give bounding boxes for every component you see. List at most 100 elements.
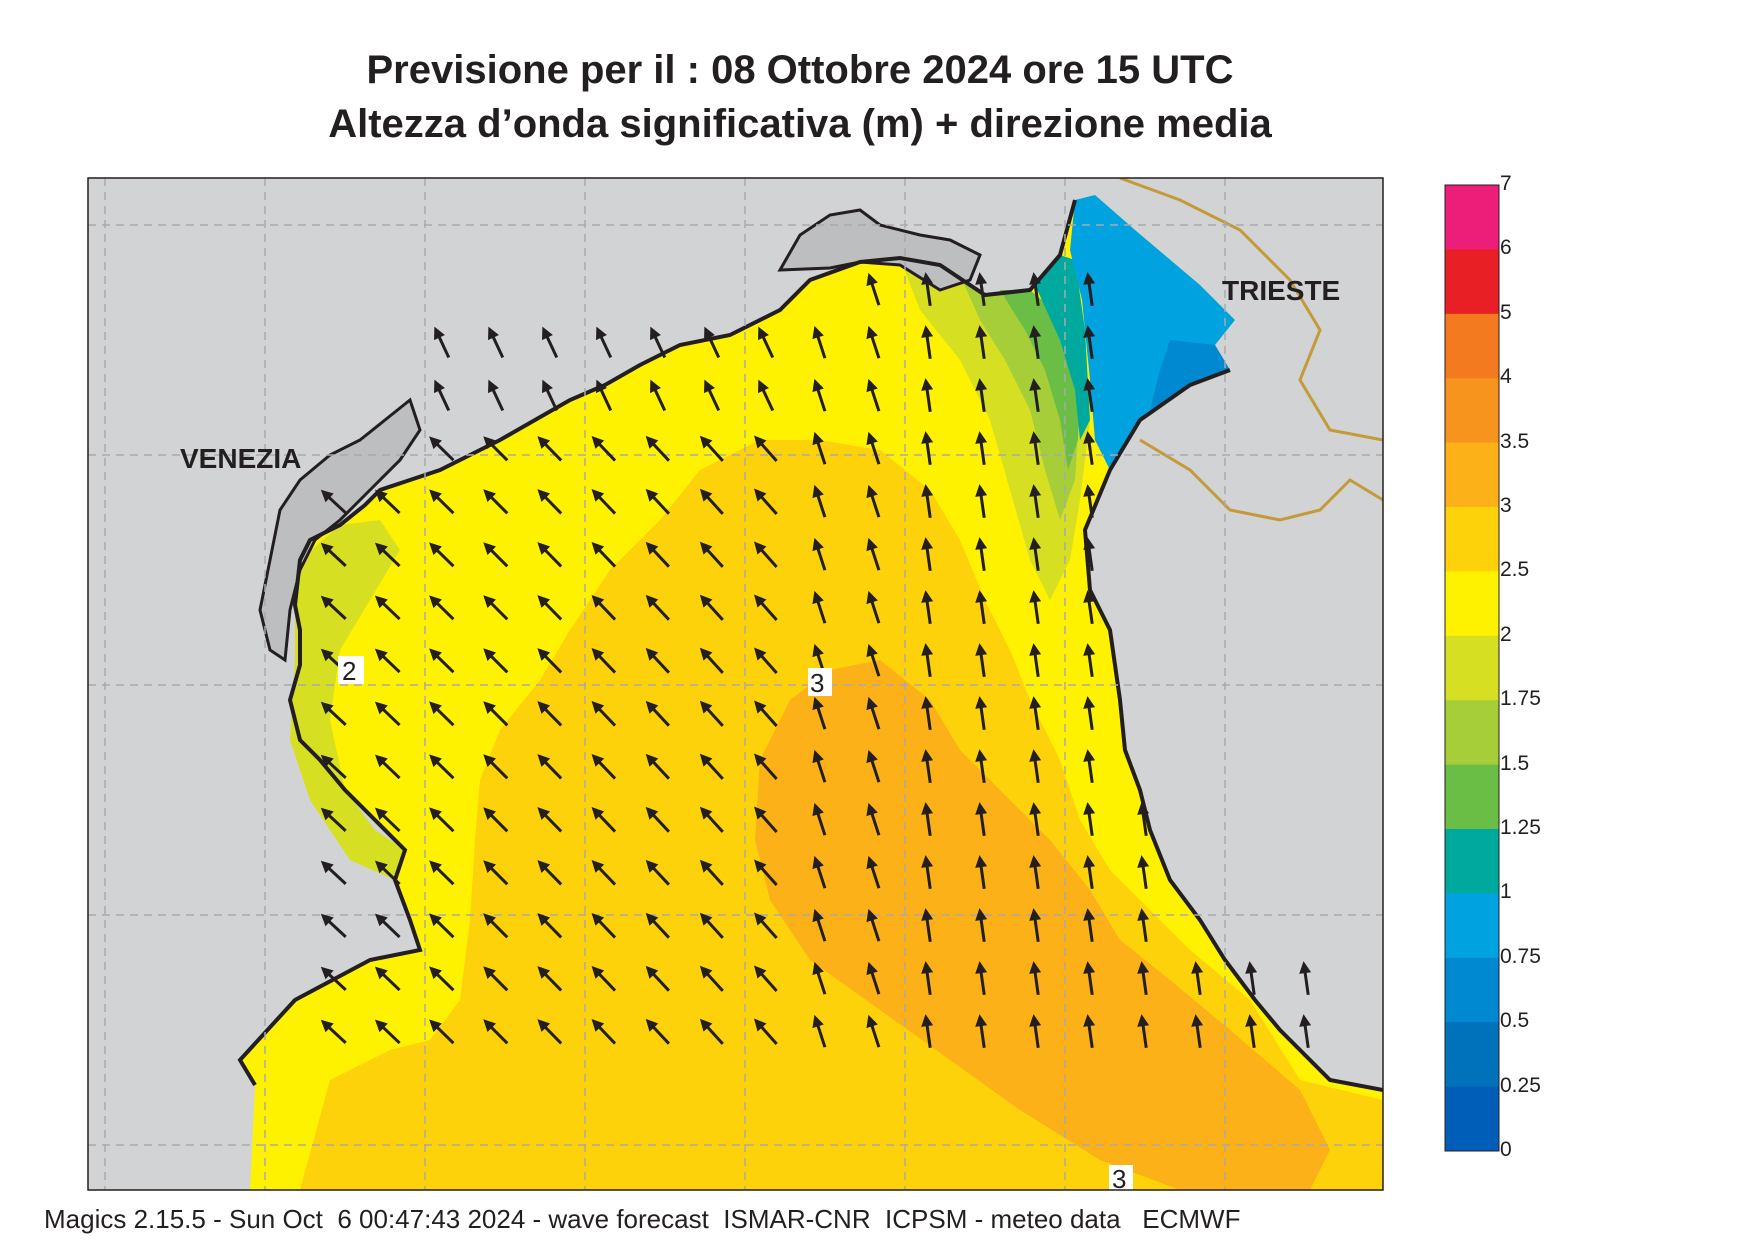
wave-arrow (374, 754, 401, 780)
wave-arrow (537, 542, 563, 568)
map-frame (87, 177, 1384, 1191)
wave-arrow (1083, 484, 1096, 519)
wave-arrow (975, 272, 988, 307)
wave-arrow (975, 855, 988, 890)
wave-arrow (921, 961, 934, 996)
wave-arrow (537, 807, 563, 833)
wave-arrow (537, 648, 563, 674)
wave-arrow (1137, 802, 1150, 837)
wave-arrow (754, 647, 778, 674)
wave-arrow (1029, 961, 1042, 996)
wave-arrow (866, 431, 881, 465)
wave-arrow (866, 961, 881, 995)
wave-arrow (1083, 643, 1096, 678)
wave-arrow (645, 965, 671, 992)
wave-arrow (921, 749, 934, 784)
wave-arrow (591, 965, 617, 992)
legend-swatch (1445, 507, 1499, 572)
wave-arrow (645, 753, 671, 780)
wave-arrow (537, 754, 563, 780)
legend-swatch (1445, 1086, 1499, 1152)
wave-arrow (1083, 749, 1096, 784)
national-border (1119, 178, 1383, 522)
title-line-2: Altezza d’onda significativa (m) + direz… (328, 102, 1272, 146)
wave-arrow (1083, 855, 1096, 890)
wave-zone-3-5 (755, 660, 1330, 1190)
title-line-1: Previsione per il : 08 Ottobre 2024 ore … (366, 48, 1234, 92)
legend-label: 0.75 (1500, 944, 1541, 968)
wave-arrow (812, 802, 827, 836)
wave-arrow (429, 542, 455, 568)
wave-arrow (434, 326, 451, 359)
wave-arrow (812, 855, 827, 889)
wave-arrow (1083, 325, 1096, 360)
legend-label: 0.25 (1500, 1073, 1541, 1097)
wave-arrow (699, 806, 724, 833)
wave-arrow (645, 647, 671, 674)
wave-arrow (1083, 696, 1096, 731)
wave-arrow (975, 431, 988, 466)
wave-arrow (650, 326, 667, 359)
wave-arrow (483, 860, 509, 886)
wave-arrow (921, 537, 934, 572)
wave-arrow (1137, 1014, 1150, 1049)
legend-label: 1.25 (1500, 816, 1541, 839)
wave-arrow (758, 326, 775, 359)
legend-label: 2 (1500, 622, 1512, 646)
legend-swatch (1445, 635, 1499, 701)
wave-arrow (866, 378, 881, 412)
wave-arrow (1083, 378, 1096, 413)
wave-arrow (537, 701, 563, 727)
wave-arrow (591, 700, 617, 727)
wave-arrow (320, 1019, 347, 1044)
wave-arrow (866, 749, 881, 783)
wave-arrow (596, 326, 613, 359)
wave-arrow (1029, 431, 1042, 466)
wave-arrow (429, 595, 455, 621)
wave-arrow (758, 379, 775, 412)
wave-arrow (754, 753, 778, 780)
wave-arrow (374, 701, 401, 727)
wave-arrow (1083, 272, 1096, 307)
wave-arrow (975, 749, 988, 784)
legend-label: 1.5 (1500, 751, 1530, 775)
wave-arrow (699, 753, 724, 780)
wave-arrow (1029, 272, 1042, 307)
wave-arrow (921, 696, 934, 731)
wave-arrow (374, 860, 401, 886)
wave-arrow (754, 1018, 778, 1045)
legend-label: 2.5 (1500, 558, 1530, 582)
wave-arrow (591, 435, 617, 462)
wave-arrow (537, 1019, 563, 1045)
wave-arrow (320, 701, 347, 726)
wave-arrow (1083, 908, 1096, 943)
contour-label-bg-3a (808, 668, 832, 696)
wave-arrow (1029, 908, 1042, 943)
wave-arrow (537, 913, 563, 939)
wave-arrow (542, 379, 559, 412)
legend-label: 4 (1500, 365, 1512, 389)
wave-arrow (429, 489, 455, 515)
wave-arrow (429, 807, 455, 833)
legend-swatch (1445, 442, 1499, 508)
legend-label: 0.5 (1500, 1009, 1530, 1033)
venice-lagoon (258, 397, 422, 663)
wave-arrow (591, 594, 617, 621)
footer-credits: Magics 2.15.5 - Sun Oct 6 00:47:43 2024 … (44, 1204, 1241, 1234)
wave-arrow (754, 912, 778, 939)
wave-arrow (483, 754, 509, 780)
wave-arrow (812, 537, 827, 571)
wave-arrow (866, 537, 881, 571)
wave-arrow (975, 643, 988, 678)
wave-arrow (429, 860, 455, 886)
legend-label: 0 (1500, 1138, 1512, 1161)
wave-arrow (699, 912, 724, 939)
wave-arrow (975, 802, 988, 837)
wave-arrow (866, 855, 881, 889)
wave-arrow (1029, 1014, 1042, 1049)
wave-arrow (537, 966, 563, 992)
wave-arrow (320, 966, 347, 991)
wave-direction-arrows (320, 272, 1312, 1049)
wave-zone-0-75 (1070, 195, 1235, 470)
lat-lon-grid (88, 178, 1383, 1190)
